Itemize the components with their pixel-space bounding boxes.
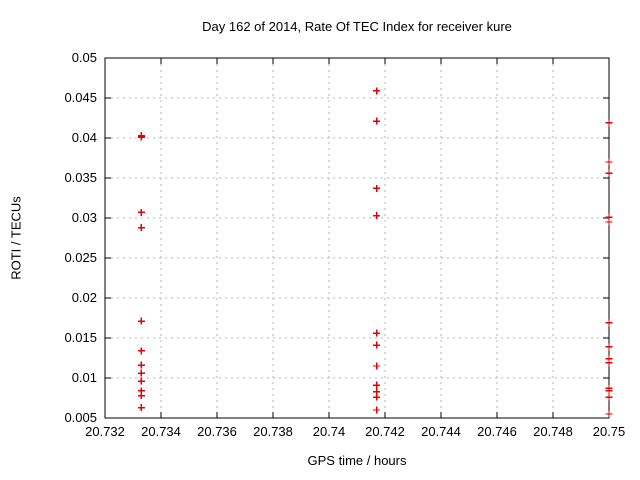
x-tick-label: 20.738: [253, 424, 293, 439]
data-point-marker: [605, 218, 613, 226]
x-tick-label: 20.732: [85, 424, 125, 439]
chart-title: Day 162 of 2014, Rate Of TEC Index for r…: [202, 19, 512, 34]
x-tick-label: 20.75: [593, 424, 626, 439]
data-point-marker: [373, 341, 381, 349]
plot-border: [104, 57, 610, 419]
y-tick-label: 0.02: [72, 290, 97, 305]
data-point-marker: [373, 117, 381, 125]
data-point-marker: [137, 361, 145, 369]
data-point-marker: [373, 184, 381, 192]
y-tick-label: 0.005: [64, 410, 97, 425]
data-point-marker: [605, 158, 613, 166]
data-point-marker: [373, 329, 381, 337]
x-tick-label: 20.736: [197, 424, 237, 439]
data-point-marker: [605, 319, 613, 327]
y-tick-label: 0.05: [72, 50, 97, 65]
data-point-marker: [137, 208, 145, 216]
x-tick-label: 20.742: [365, 424, 405, 439]
x-tick-label: 20.734: [141, 424, 181, 439]
data-point-marker: [137, 317, 145, 325]
data-point-marker: [373, 87, 381, 95]
data-point-marker: [605, 343, 613, 351]
data-point-marker: [605, 393, 613, 401]
data-point-marker: [137, 369, 145, 377]
y-tick-label: 0.045: [64, 90, 97, 105]
y-tick-label: 0.01: [72, 370, 97, 385]
x-tick-label: 20.748: [533, 424, 573, 439]
data-point-marker: [605, 410, 613, 418]
x-tick-label: 20.744: [421, 424, 461, 439]
y-tick-label: 0.03: [72, 210, 97, 225]
data-point-marker: [373, 362, 381, 370]
data-point-marker: [137, 224, 145, 232]
data-point-marker: [137, 377, 145, 385]
data-point-marker: [373, 406, 381, 414]
y-tick-label: 0.015: [64, 330, 97, 345]
data-point-marker: [373, 393, 381, 401]
data-point-marker: [137, 392, 145, 400]
x-tick-label: 20.746: [477, 424, 517, 439]
data-point-marker: [605, 119, 613, 127]
data-point-marker: [373, 212, 381, 220]
data-point-marker: [605, 387, 613, 395]
data-point-marker: [137, 132, 145, 140]
y-tick-label: 0.035: [64, 170, 97, 185]
data-point-marker: [605, 169, 613, 177]
data-point-marker: [605, 359, 613, 367]
data-point-marker: [137, 404, 145, 412]
x-axis-label: GPS time / hours: [307, 453, 407, 468]
y-tick-label: 0.04: [72, 130, 97, 145]
x-tick-label: 20.74: [313, 424, 346, 439]
data-point-marker: [373, 381, 381, 389]
data-point-marker: [137, 347, 145, 355]
y-tick-label: 0.025: [64, 250, 97, 265]
